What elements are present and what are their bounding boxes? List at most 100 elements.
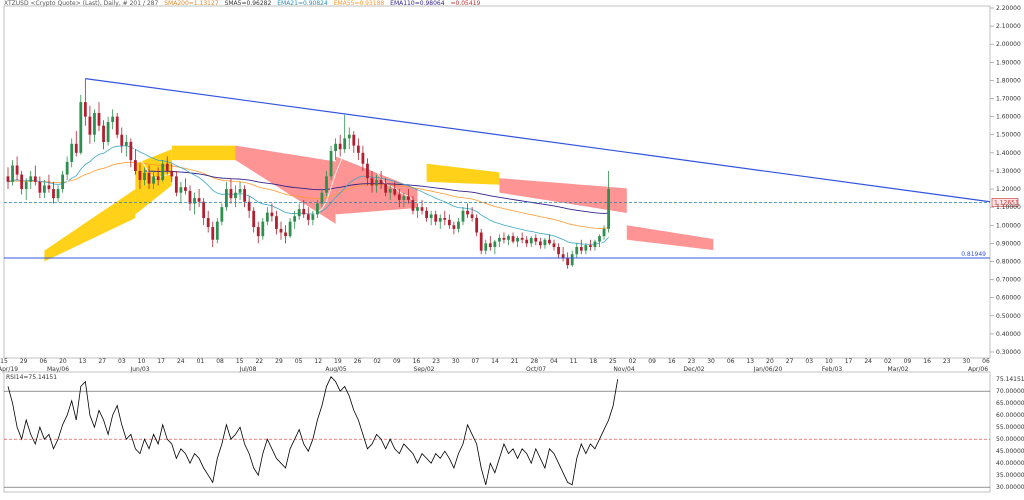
y-tick-label: 1.00000 <box>996 222 1021 229</box>
x-tick-label: 03 <box>805 358 813 365</box>
y-tick-label: 1.50000 <box>996 132 1021 139</box>
candle-body <box>570 254 574 266</box>
y-tick-label: 1.60000 <box>996 114 1021 121</box>
x-tick-label: 11 <box>570 358 578 365</box>
candle-body <box>320 192 324 204</box>
x-tick-label: 09 <box>648 358 656 365</box>
x-tick-label: 01 <box>197 358 205 365</box>
candle-body <box>393 189 397 195</box>
x-tick-label: 24 <box>864 358 872 365</box>
x-tick-label: 24 <box>177 358 185 365</box>
candle-body <box>74 143 78 153</box>
candle-body <box>579 246 583 251</box>
x-tick-label: 06 <box>727 358 735 365</box>
x-date-label: Apr/19 <box>0 366 18 373</box>
x-tick-label: 07 <box>472 358 480 365</box>
candle-body <box>33 176 37 182</box>
candle-body <box>520 237 524 240</box>
candle-body <box>179 187 183 193</box>
candle-body <box>38 181 42 193</box>
extra-label: =0.05419 <box>450 0 481 7</box>
candle-body <box>234 192 237 199</box>
candle-body <box>356 145 360 153</box>
candle-body <box>229 189 233 199</box>
candle-body <box>70 143 74 162</box>
candle-body <box>97 113 101 126</box>
candle-body <box>270 212 274 217</box>
candle-body <box>366 163 369 179</box>
candle-body <box>502 237 506 240</box>
x-tick-label: 30 <box>963 358 971 365</box>
candle-body <box>56 189 60 199</box>
kumo-bearish <box>499 178 627 213</box>
x-date-label: Dec/02 <box>683 366 704 373</box>
x-tick-label: 22 <box>255 358 263 365</box>
current-price-box <box>991 198 1019 207</box>
x-tick-label: 08 <box>216 358 224 365</box>
candle-body <box>43 185 46 193</box>
candle-body <box>124 141 128 146</box>
candle-body <box>20 174 24 190</box>
candle-body <box>316 203 319 215</box>
x-tick-label: 02 <box>884 358 892 365</box>
candle-body <box>265 212 269 222</box>
x-tick-label: 25 <box>609 358 617 365</box>
candle-body <box>29 176 33 182</box>
x-tick-label: 13 <box>746 358 754 365</box>
indicator-header: XTZUSD <Crypto Quote> (Last), Daily, # 2… <box>4 0 484 7</box>
ema55-line <box>7 161 609 229</box>
candle-body <box>493 241 497 247</box>
candle-body <box>206 218 210 228</box>
x-tick-label: 21 <box>511 358 519 365</box>
candle-body <box>88 116 92 135</box>
candle-body <box>375 180 378 186</box>
symbol-label: XTZUSD <Crypto Quote> (Last), Daily, # 2… <box>4 0 159 7</box>
x-date-label: Apr/06 <box>968 366 988 373</box>
candle-body <box>370 178 374 186</box>
candle-body <box>516 237 519 242</box>
rsi-tick-label: 40.00000 <box>996 460 1024 467</box>
x-tick-label: 14 <box>491 358 499 365</box>
y-tick-label: 0.90000 <box>996 240 1021 247</box>
candle-body <box>65 161 69 175</box>
current-price-label: 1.12651 <box>994 199 1019 206</box>
candle-body <box>498 237 501 242</box>
y-tick-label: 0.60000 <box>996 295 1021 302</box>
x-tick-label: 02 <box>373 358 381 365</box>
candle-body <box>525 239 529 244</box>
candle-body <box>447 219 451 226</box>
y-tick-label: 0.30000 <box>996 349 1021 356</box>
x-date-label: Jan/06/20 <box>753 366 783 373</box>
rsi-tick-label: 75.14151 <box>996 376 1024 383</box>
candle-body <box>188 190 192 204</box>
x-tick-label: 06 <box>39 358 47 365</box>
candle-body <box>256 227 260 237</box>
kumo-bearish <box>626 225 714 251</box>
y-tick-label: 1.40000 <box>996 150 1021 157</box>
x-date-label: Mar/02 <box>888 366 909 373</box>
candle-body <box>52 189 55 199</box>
candle-body <box>202 201 206 219</box>
candle-body <box>306 214 310 220</box>
candle-body <box>561 254 565 258</box>
candle-body <box>338 143 342 150</box>
ema21-label: EMA21=0.90824 <box>277 0 328 7</box>
candle-body <box>170 170 174 177</box>
support-label: 0.81949 <box>961 251 986 258</box>
candle-body <box>329 151 333 177</box>
candle-body <box>325 176 328 193</box>
trend-lines: 0.81949 1.12651 <box>4 78 1019 259</box>
candle-body <box>584 245 588 251</box>
x-tick-label: 03 <box>118 358 126 365</box>
candle-body <box>193 198 196 204</box>
y-tick-label: 2.00000 <box>996 41 1021 48</box>
candle-body <box>184 187 187 191</box>
x-tick-label: 18 <box>589 358 597 365</box>
candle-body <box>434 214 438 222</box>
price-frame <box>3 5 991 359</box>
y-tick-label: 1.80000 <box>996 77 1021 84</box>
candle-body <box>225 189 228 208</box>
candle-body <box>407 196 410 200</box>
candle-body <box>120 134 124 146</box>
candle-body <box>24 181 28 190</box>
